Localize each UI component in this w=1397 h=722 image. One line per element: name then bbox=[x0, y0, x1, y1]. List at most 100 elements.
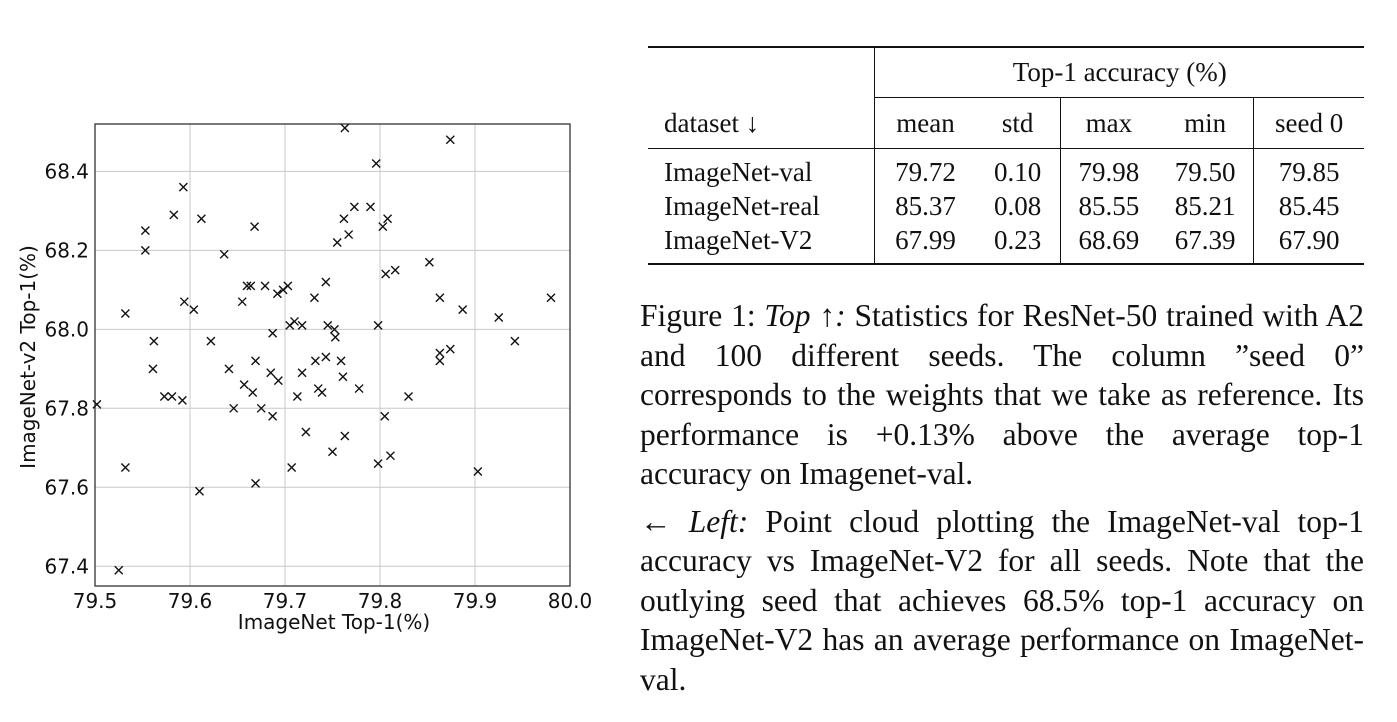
col-header-min: min bbox=[1157, 98, 1254, 149]
data-point bbox=[196, 214, 206, 224]
data-point bbox=[292, 391, 302, 401]
data-point bbox=[290, 316, 299, 326]
data-point bbox=[383, 214, 393, 224]
data-point bbox=[256, 403, 266, 413]
data-point bbox=[435, 356, 445, 366]
data-point bbox=[381, 269, 391, 279]
col-header-max: max bbox=[1059, 98, 1158, 149]
y-tick-label: 68.0 bbox=[44, 317, 89, 341]
table-row: ImageNet-real 85.37 0.08 85.55 85.21 85.… bbox=[648, 189, 1364, 223]
data-point bbox=[349, 202, 359, 212]
data-point bbox=[510, 336, 520, 346]
data-point bbox=[195, 486, 204, 496]
stats-table: Top-1 accuracy (%) dataset ↓ mean std ma… bbox=[648, 46, 1364, 265]
data-point bbox=[317, 388, 327, 398]
table-header-row: dataset ↓ mean std max min seed 0 bbox=[648, 98, 1364, 149]
y-axis-label: ImageNet-v2 Top-1(%) bbox=[16, 245, 40, 469]
data-point bbox=[336, 356, 346, 366]
data-point bbox=[179, 297, 189, 307]
table-row: ImageNet-val 79.72 0.10 79.98 79.50 79.8… bbox=[648, 148, 1364, 189]
data-point bbox=[494, 312, 504, 322]
x-tick-label: 79.9 bbox=[453, 589, 498, 613]
data-point bbox=[385, 451, 395, 461]
data-point bbox=[424, 257, 434, 267]
data-point bbox=[149, 336, 159, 346]
data-point bbox=[458, 305, 468, 315]
data-point bbox=[301, 427, 311, 437]
data-point bbox=[120, 463, 130, 473]
data-point bbox=[246, 281, 256, 291]
group-header: Top-1 accuracy (%) bbox=[1012, 57, 1227, 87]
data-point bbox=[248, 388, 258, 398]
data-point bbox=[332, 237, 342, 247]
data-point bbox=[268, 328, 278, 338]
data-point bbox=[92, 399, 102, 409]
y-tick-label: 68.4 bbox=[44, 159, 89, 183]
data-point bbox=[242, 281, 252, 291]
data-point bbox=[297, 320, 307, 330]
data-point bbox=[148, 364, 158, 374]
data-point bbox=[390, 265, 400, 275]
left-arrow-icon: ← bbox=[640, 503, 672, 539]
data-point bbox=[330, 332, 340, 342]
data-point bbox=[354, 384, 364, 394]
data-point bbox=[229, 403, 239, 413]
data-point bbox=[340, 123, 350, 133]
x-axis-label: ImageNet Top-1(%) bbox=[238, 610, 430, 634]
data-point bbox=[380, 411, 390, 421]
x-tick-label: 80.0 bbox=[548, 589, 593, 613]
data-point bbox=[114, 565, 124, 575]
data-point bbox=[140, 226, 150, 236]
data-point bbox=[473, 466, 483, 476]
data-point bbox=[340, 431, 350, 441]
data-point bbox=[321, 352, 331, 362]
data-point bbox=[206, 336, 216, 346]
data-point bbox=[378, 222, 388, 232]
data-point bbox=[371, 158, 381, 168]
data-point bbox=[323, 320, 333, 330]
col-header-dataset: dataset ↓ bbox=[648, 98, 875, 149]
data-point bbox=[297, 368, 307, 378]
caption-paragraph-top: Figure 1: Top ↑: Statistics for ResNet-5… bbox=[640, 298, 1364, 491]
data-point bbox=[272, 289, 282, 299]
plot-frame bbox=[94, 123, 571, 587]
data-point bbox=[237, 297, 247, 307]
data-point bbox=[266, 368, 276, 378]
data-point bbox=[404, 391, 413, 401]
data-point bbox=[310, 356, 320, 366]
data-point bbox=[445, 344, 455, 354]
tick-labels: 79.5 79.6 79.7 79.8 79.9 80.0 67.4 67.6 67.8 68.0… bbox=[44, 159, 592, 613]
data-point bbox=[251, 478, 261, 488]
data-point bbox=[321, 277, 331, 287]
data-point bbox=[167, 391, 177, 401]
data-point bbox=[445, 135, 455, 145]
data-point bbox=[178, 182, 188, 192]
data-point bbox=[260, 281, 270, 291]
data-point bbox=[169, 210, 179, 220]
table-header-group-row: Top-1 accuracy (%) bbox=[648, 46, 1364, 98]
col-header-std: std bbox=[975, 98, 1061, 149]
data-point bbox=[224, 364, 234, 374]
data-point bbox=[283, 281, 293, 291]
data-point bbox=[435, 348, 445, 358]
scatter-plot: 79.5 79.6 79.7 79.8 79.9 80.0 67.4 67.6 67.8 68.0… bbox=[16, 123, 592, 634]
data-point bbox=[251, 356, 261, 366]
data-point bbox=[250, 222, 260, 232]
data-point bbox=[177, 395, 187, 405]
data-points bbox=[92, 123, 556, 575]
y-tick-label: 67.8 bbox=[44, 396, 89, 420]
data-point bbox=[373, 459, 383, 469]
y-tick-label: 67.4 bbox=[44, 554, 89, 578]
col-header-seed0: seed 0 bbox=[1253, 98, 1364, 149]
data-point bbox=[344, 230, 354, 240]
x-tick-label: 79.7 bbox=[263, 589, 308, 613]
figure-caption: Figure 1: Top ↑: Statistics for ResNet-5… bbox=[640, 296, 1364, 707]
data-point bbox=[287, 463, 297, 473]
y-tick-label: 68.2 bbox=[44, 238, 89, 262]
data-point bbox=[338, 372, 348, 382]
x-tick-label: 79.8 bbox=[358, 589, 403, 613]
col-header-mean: mean bbox=[874, 98, 976, 149]
data-point bbox=[373, 320, 383, 330]
x-tick-label: 79.5 bbox=[73, 589, 118, 613]
caption-paragraph-left: ← Left: Point cloud plotting the ImageNe… bbox=[640, 503, 1365, 697]
